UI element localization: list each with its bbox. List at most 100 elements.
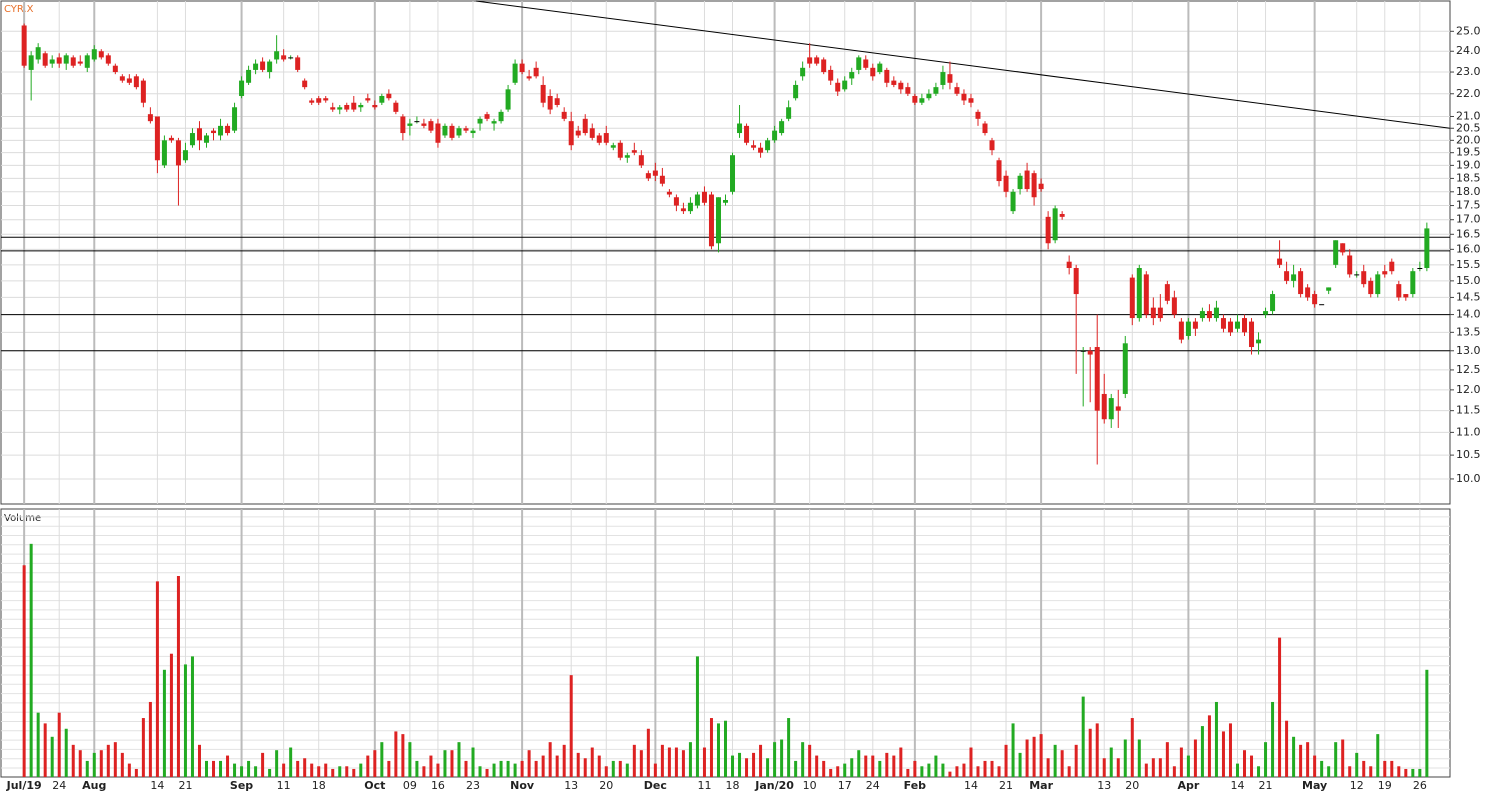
candle-body bbox=[687, 202, 693, 212]
candle-body bbox=[1199, 311, 1205, 319]
volume-bar bbox=[1179, 747, 1183, 777]
volume-bar bbox=[1186, 755, 1190, 777]
volume-bar bbox=[134, 768, 138, 777]
candle-body bbox=[91, 49, 97, 60]
x-tick-label: Aug bbox=[82, 779, 106, 792]
volume-bar bbox=[899, 747, 903, 777]
candle-body bbox=[793, 84, 799, 99]
volume-bar bbox=[780, 739, 784, 777]
volume-bar bbox=[513, 763, 517, 777]
volume-bar bbox=[948, 771, 952, 777]
x-tick-label: 11 bbox=[697, 779, 711, 792]
y-tick-label: 23.0 bbox=[1456, 65, 1481, 78]
candle-body bbox=[568, 121, 574, 146]
volume-bar bbox=[1425, 669, 1429, 777]
x-tick-label: Dec bbox=[644, 779, 667, 792]
candle-body bbox=[126, 78, 132, 83]
candle-body bbox=[849, 72, 855, 79]
candle-body bbox=[870, 67, 876, 77]
candle-body bbox=[1003, 175, 1009, 192]
candle-body bbox=[365, 98, 371, 101]
candle-body bbox=[358, 104, 364, 108]
volume-bar bbox=[1348, 766, 1352, 777]
y-tick-label: 14.0 bbox=[1456, 308, 1481, 321]
candle-body bbox=[28, 55, 34, 70]
volume-title: Volume bbox=[4, 513, 41, 524]
candle-body bbox=[168, 137, 174, 141]
volume-bar bbox=[1278, 637, 1282, 777]
volume-bar bbox=[1158, 758, 1162, 777]
candle-body bbox=[63, 55, 69, 64]
candle-body bbox=[631, 150, 637, 153]
y-tick-label: 15.0 bbox=[1456, 274, 1481, 287]
candle-body bbox=[1010, 191, 1016, 212]
volume-bar bbox=[1355, 752, 1359, 777]
volume-bar bbox=[22, 565, 26, 777]
volume-bar bbox=[359, 763, 363, 777]
volume-bar bbox=[1053, 744, 1057, 777]
y-tick-label: 17.0 bbox=[1456, 213, 1481, 226]
candle-body bbox=[316, 98, 322, 103]
volume-bar bbox=[275, 750, 279, 777]
candle-body bbox=[267, 61, 273, 73]
candle-body bbox=[673, 197, 679, 206]
volume-bar bbox=[555, 755, 559, 777]
volume-bar bbox=[1243, 750, 1247, 777]
volume-bar bbox=[1292, 736, 1296, 777]
candle-body bbox=[779, 121, 785, 134]
candle-body bbox=[877, 63, 883, 73]
volume-bar bbox=[345, 766, 349, 777]
volume-bar bbox=[702, 747, 706, 777]
volume-bar bbox=[1130, 718, 1134, 777]
volume-bar bbox=[1390, 760, 1394, 777]
volume-bar bbox=[1235, 763, 1239, 777]
x-tick-label: 21 bbox=[178, 779, 192, 792]
candle-body bbox=[624, 155, 630, 158]
candle-body bbox=[1108, 398, 1114, 420]
volume-bar bbox=[240, 766, 244, 777]
volume-bar bbox=[233, 763, 237, 777]
candle-body bbox=[540, 84, 546, 103]
volume-bar bbox=[85, 760, 89, 777]
candle-body bbox=[1101, 393, 1107, 420]
volume-bar bbox=[155, 581, 159, 777]
candle-body bbox=[477, 118, 483, 124]
volume-bar bbox=[787, 718, 791, 777]
candle-body bbox=[1206, 311, 1212, 319]
candle-body bbox=[814, 57, 820, 64]
volume-bar bbox=[1137, 739, 1141, 777]
candle-body bbox=[926, 93, 932, 99]
candle-body bbox=[617, 142, 623, 158]
candle-body bbox=[182, 150, 188, 161]
candle-body bbox=[596, 135, 602, 143]
candle-body bbox=[744, 125, 750, 143]
candle-body bbox=[1129, 277, 1135, 319]
candle-body bbox=[1291, 274, 1297, 281]
candle-body bbox=[232, 107, 238, 131]
y-tick-label: 11.5 bbox=[1456, 404, 1481, 417]
volume-bar bbox=[1271, 701, 1275, 777]
y-tick-label: 20.5 bbox=[1456, 121, 1481, 134]
candle-body bbox=[421, 123, 427, 126]
volume-bar bbox=[373, 750, 377, 777]
candle-body bbox=[302, 80, 308, 88]
y-tick-label: 21.0 bbox=[1456, 109, 1481, 122]
volume-bar bbox=[36, 712, 40, 777]
volume-bar bbox=[443, 750, 447, 777]
candle-body bbox=[1263, 311, 1269, 315]
volume-bar bbox=[1109, 747, 1113, 777]
candle-body bbox=[1227, 321, 1233, 333]
x-tick-label: 17 bbox=[838, 779, 852, 792]
volume-bar bbox=[492, 763, 496, 777]
candle-body bbox=[225, 125, 231, 134]
y-tick-label: 10.5 bbox=[1456, 448, 1481, 461]
volume-bar bbox=[338, 766, 342, 777]
volume-bar bbox=[1327, 766, 1331, 777]
candle-body bbox=[1157, 307, 1163, 319]
candle-body bbox=[211, 130, 217, 134]
candle-body bbox=[968, 98, 974, 103]
candle-body bbox=[603, 133, 609, 143]
volume-bar bbox=[1228, 723, 1232, 777]
x-tick-label: 14 bbox=[150, 779, 164, 792]
x-tick-label: 10 bbox=[803, 779, 817, 792]
